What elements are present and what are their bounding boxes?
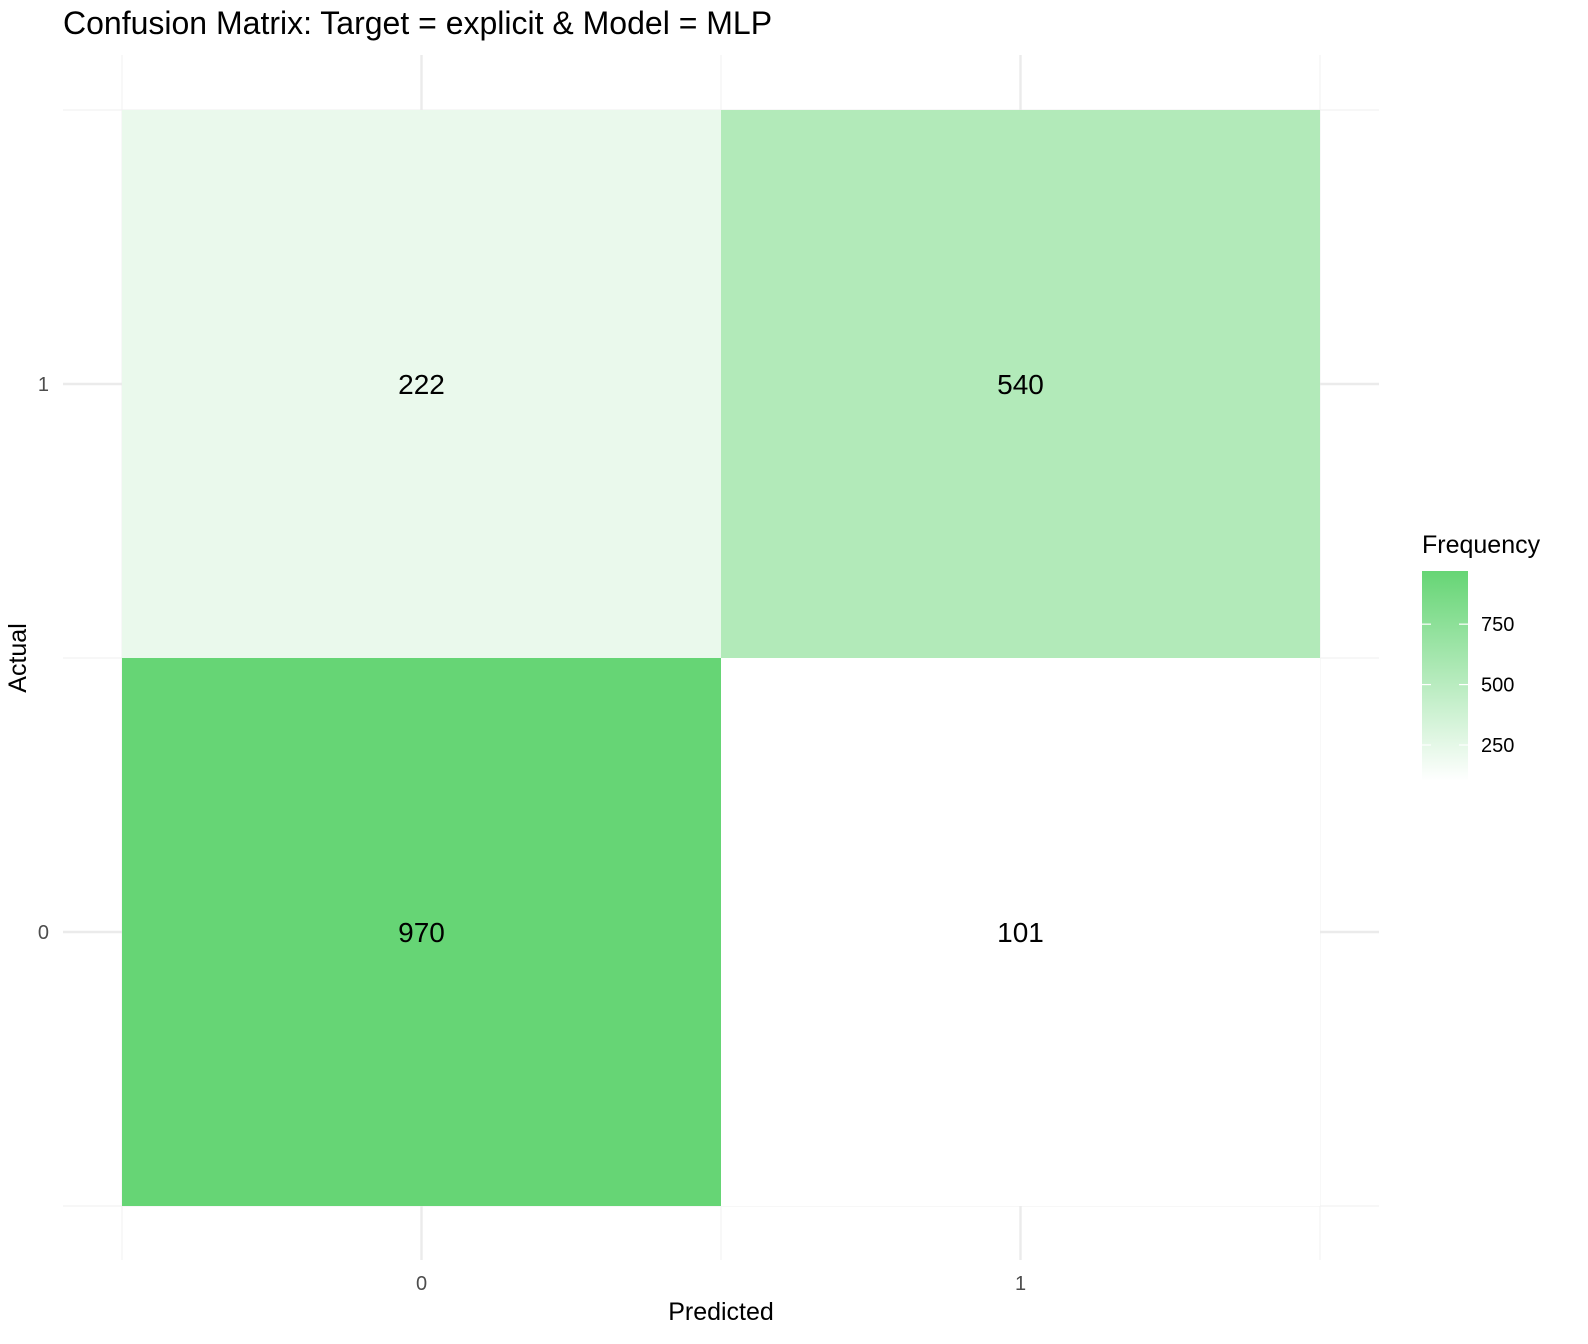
cell-value-label: 540 xyxy=(997,369,1044,400)
heatmap-cell xyxy=(721,110,1320,658)
chart-title: Confusion Matrix: Target = explicit & Mo… xyxy=(63,5,772,41)
legend-colorbar xyxy=(1422,571,1468,781)
heatmap-cell xyxy=(122,110,721,658)
cell-value-label: 970 xyxy=(398,917,445,948)
y-axis-ticks: 01 xyxy=(38,374,49,944)
legend-title: Frequency xyxy=(1422,531,1541,559)
y-axis-title: Actual xyxy=(4,623,32,692)
color-legend: Frequency 250 500 750 xyxy=(1422,531,1541,781)
x-axis-title: Predicted xyxy=(668,1298,774,1326)
x-tick-label: 1 xyxy=(1015,1273,1026,1295)
heatmap-cell xyxy=(122,658,721,1206)
y-tick-label: 1 xyxy=(38,374,49,396)
cell-value-label: 101 xyxy=(997,917,1044,948)
cell-value-label: 222 xyxy=(398,369,445,400)
legend-tick-label: 250 xyxy=(1481,735,1514,757)
legend-tick-label: 500 xyxy=(1481,675,1514,697)
legend-ticks: 250 500 750 xyxy=(1422,614,1514,757)
heatmap-cells xyxy=(122,110,1320,1206)
x-tick-label: 0 xyxy=(416,1273,427,1295)
y-tick-label: 0 xyxy=(38,922,49,944)
legend-tick-label: 750 xyxy=(1481,614,1514,636)
cell-value-labels: 222 540 970 101 xyxy=(398,369,1044,948)
heatmap-cell xyxy=(721,658,1320,1206)
